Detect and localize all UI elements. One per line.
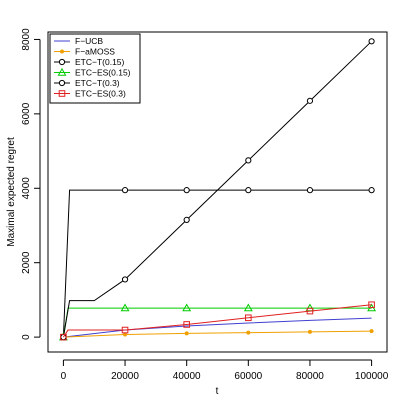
data-point xyxy=(306,97,314,104)
series-line xyxy=(62,40,372,338)
series-etc-t-0-15 xyxy=(60,187,375,341)
legend-label: F−aMOSS xyxy=(75,47,115,57)
legend-item: ETC−T(0.3) xyxy=(54,78,120,88)
series-f-amoss xyxy=(61,329,374,340)
legend-item: ETC−ES(0.3) xyxy=(54,89,126,99)
data-point xyxy=(57,67,67,76)
x-axis-title: t xyxy=(216,386,219,397)
legend-label: ETC−ES(0.15) xyxy=(75,68,131,78)
data-point xyxy=(368,187,375,194)
x-tick-label: 0 xyxy=(61,371,67,382)
legend-label: ETC−T(0.3) xyxy=(75,78,120,88)
x-tick-label: 20000 xyxy=(111,371,139,382)
x-tick-label: 100000 xyxy=(355,371,389,382)
y-tick-label: 0 xyxy=(21,334,32,340)
data-point xyxy=(368,301,375,309)
data-point xyxy=(306,307,314,315)
legend-label: ETC−T(0.15) xyxy=(75,57,125,67)
data-point xyxy=(60,333,67,341)
legend-item: ETC−T(0.15) xyxy=(54,57,125,67)
data-point xyxy=(58,79,66,87)
data-point xyxy=(121,326,129,334)
legend-label: ETC−ES(0.3) xyxy=(75,89,126,99)
data-point xyxy=(58,58,66,66)
data-point xyxy=(245,157,252,164)
series-line xyxy=(62,189,372,338)
data-point xyxy=(123,332,128,337)
data-point xyxy=(120,303,130,312)
y-tick-label: 6000 xyxy=(21,102,32,125)
data-point xyxy=(307,329,312,334)
data-point xyxy=(246,330,251,335)
data-point xyxy=(183,187,190,194)
series-line xyxy=(63,330,372,338)
y-tick-label: 2000 xyxy=(21,251,32,274)
legend-item: F−UCB xyxy=(54,36,103,46)
series-line xyxy=(62,304,372,338)
data-point xyxy=(60,49,65,54)
data-point xyxy=(306,187,314,194)
data-point xyxy=(368,38,375,45)
series-etc-es-0-3 xyxy=(60,301,375,341)
x-tick-label: 40000 xyxy=(173,371,201,382)
y-axis-title: Maximal expected regret xyxy=(6,137,17,247)
plot-frame xyxy=(47,31,388,353)
data-point xyxy=(121,187,129,194)
data-point xyxy=(245,314,252,322)
legend: F−UCBF−aMOSSETC−T(0.15)ETC−ES(0.15)ETC−T… xyxy=(49,33,141,104)
x-tick-label: 60000 xyxy=(234,371,262,382)
series-line xyxy=(63,317,372,338)
series-etc-t-0-3 xyxy=(60,38,375,341)
x-axis: 0 20000 40000 60000 80000 100000 xyxy=(61,359,389,382)
series-etc-es-0-15 xyxy=(58,303,377,341)
x-tick-label: 80000 xyxy=(296,371,324,382)
series-layer xyxy=(58,38,377,341)
data-point xyxy=(121,276,129,283)
data-point xyxy=(182,303,192,312)
legend-label: F−UCB xyxy=(75,36,103,46)
data-point xyxy=(184,331,189,336)
legend-item: ETC−ES(0.15) xyxy=(54,68,131,78)
y-tick-label: 4000 xyxy=(21,177,32,200)
data-point xyxy=(183,216,190,224)
data-point xyxy=(183,321,190,328)
legend-item: F−aMOSS xyxy=(54,47,115,57)
data-point xyxy=(58,90,66,97)
y-axis: 0 2000 4000 6000 8000 xyxy=(21,28,41,340)
series-f-ucb xyxy=(63,317,372,338)
data-point xyxy=(243,303,253,312)
data-point xyxy=(369,329,374,334)
data-point xyxy=(245,187,252,194)
y-tick-label: 8000 xyxy=(21,28,32,51)
